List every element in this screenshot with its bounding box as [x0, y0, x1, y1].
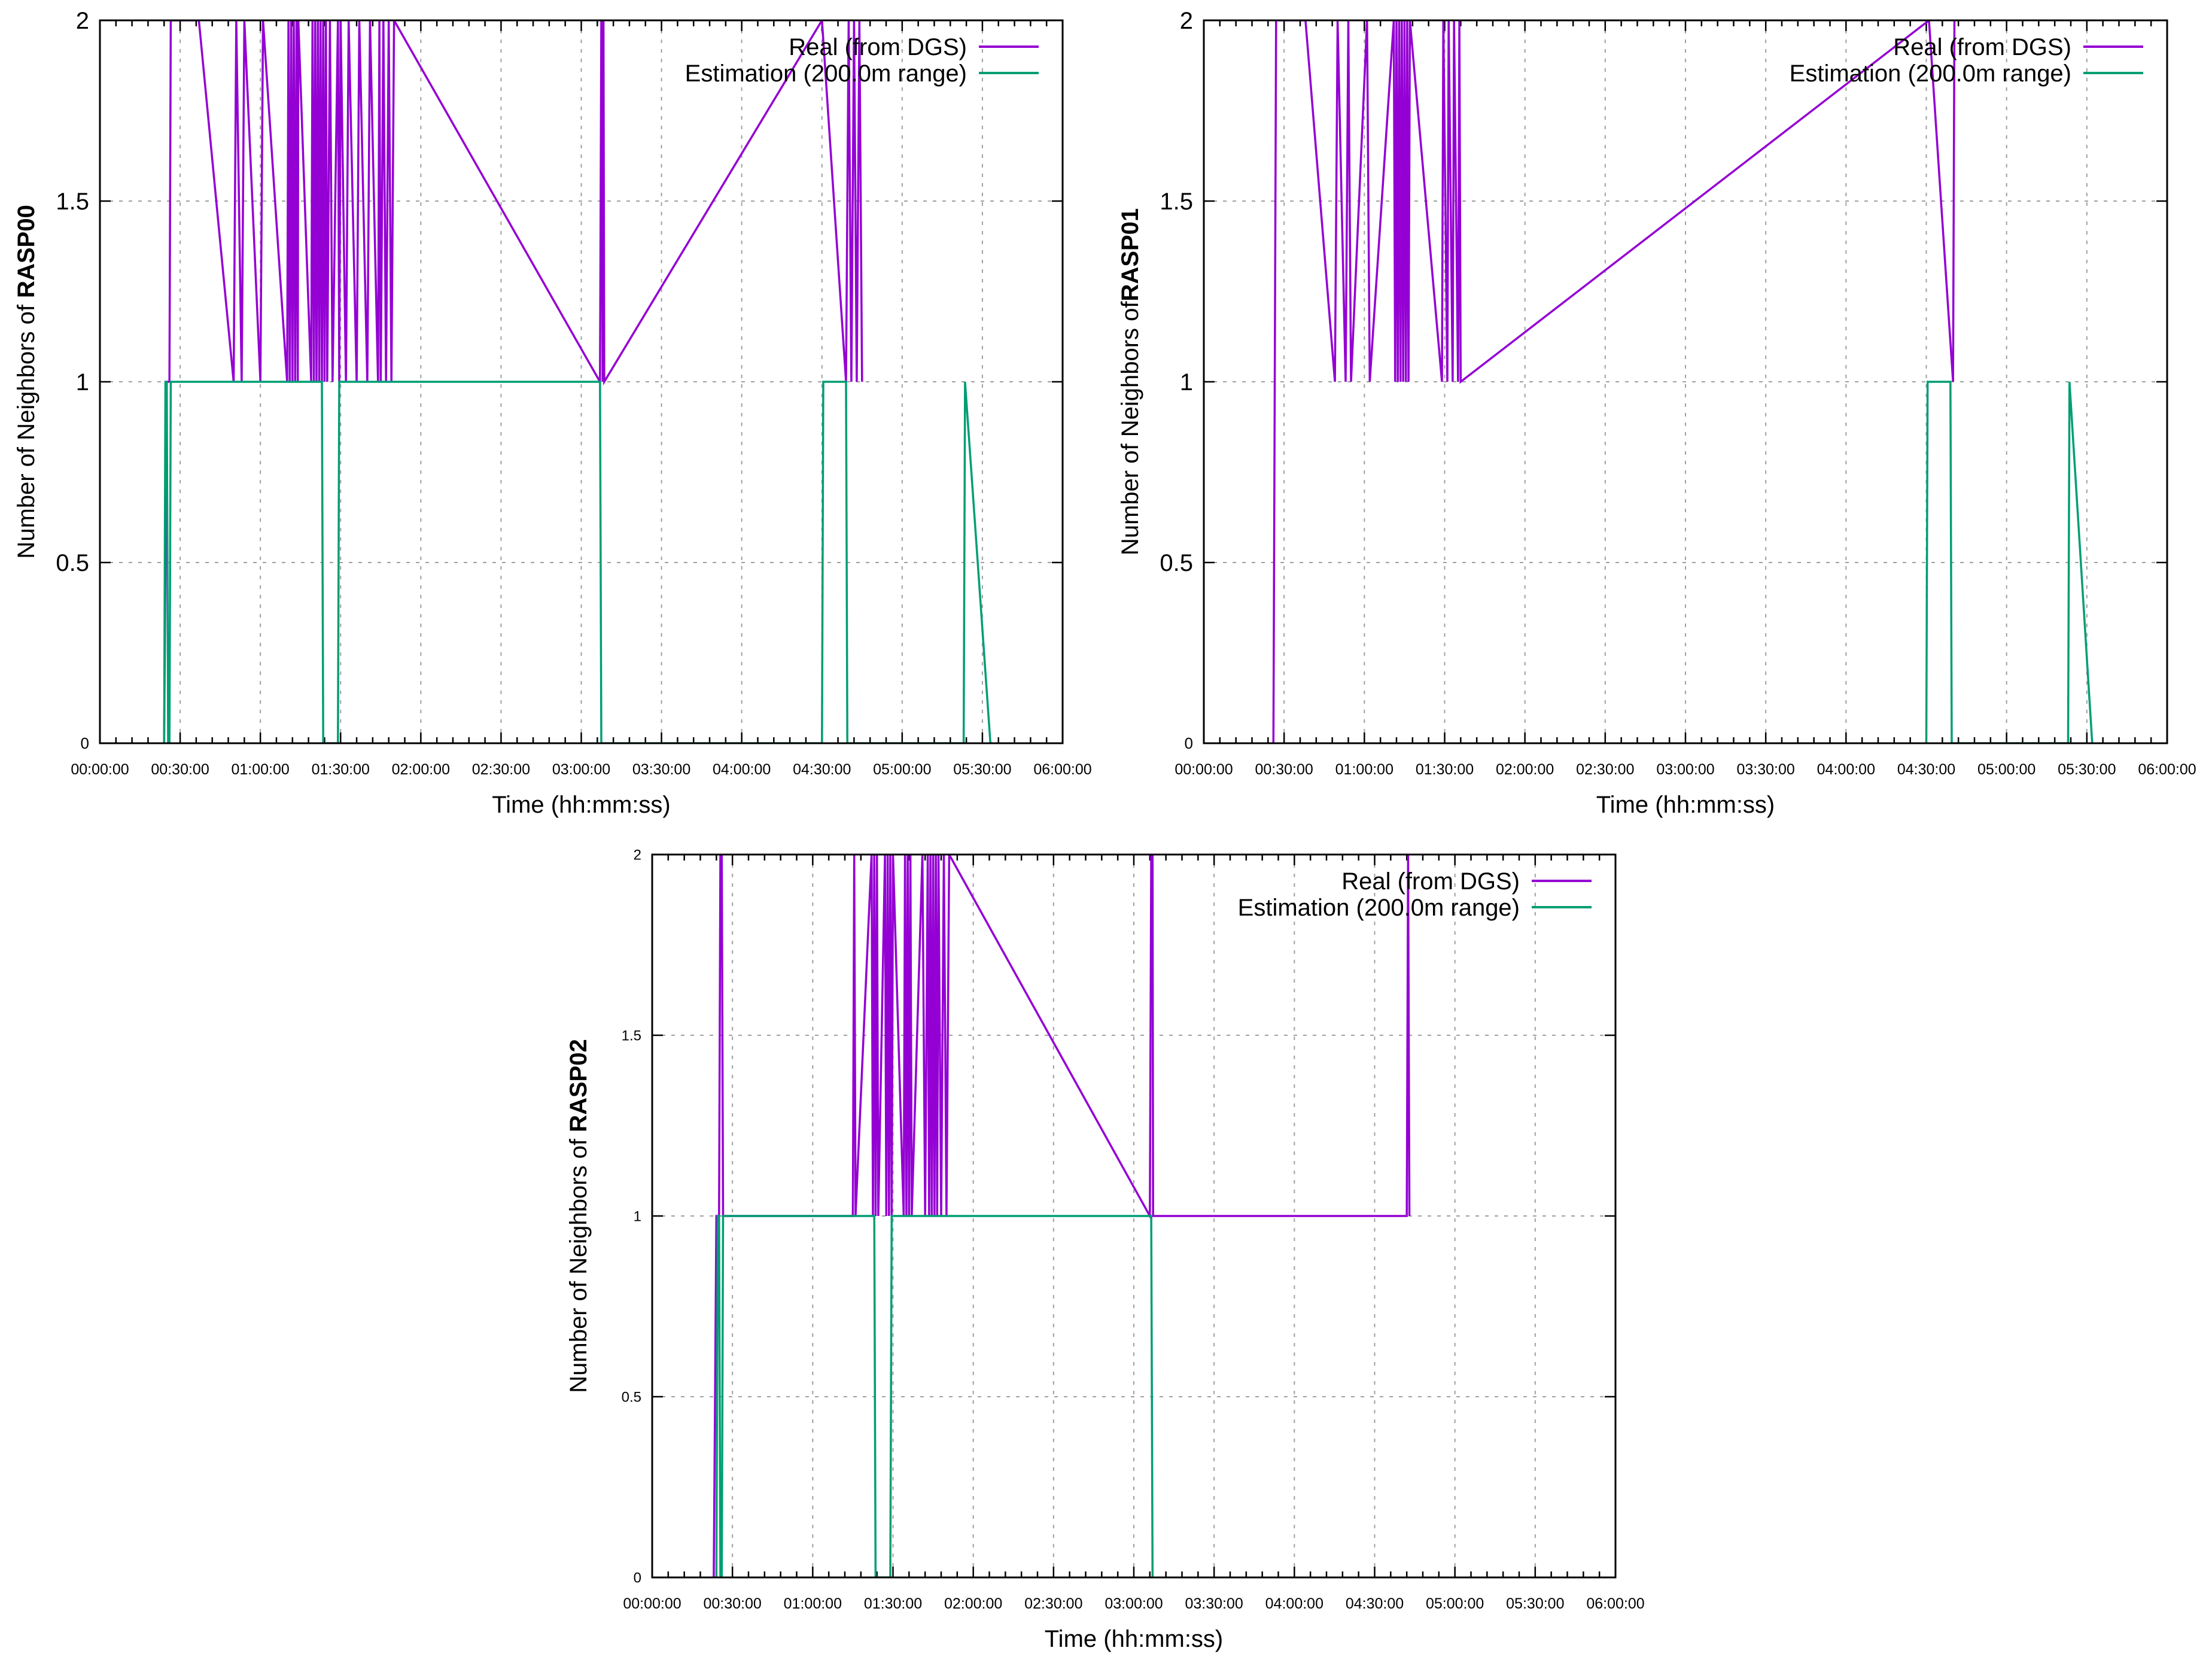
- x-tick-label: 02:00:00: [1496, 761, 1554, 778]
- y-tick-label: 2: [76, 8, 89, 34]
- series-line-estimation: [715, 1215, 1154, 1577]
- x-tick-label: 01:00:00: [784, 1595, 842, 1612]
- x-tick-label: 05:00:00: [1977, 761, 2035, 778]
- plot-frame: [651, 853, 1617, 1579]
- y-tick-label: 0: [81, 734, 89, 752]
- x-tick-label: 06:00:00: [1033, 761, 1091, 778]
- chart-panel-rasp01: 00:00:00 00:30:00 01:00:00 01:30:00 02:00:00…: [1117, 8, 2196, 818]
- y-tick-label: 0: [634, 1570, 641, 1586]
- x-tick-label: 02:00:00: [392, 761, 450, 778]
- y-axis-title-node: RASP00: [13, 205, 39, 298]
- y-tick-label: 0: [1185, 734, 1193, 752]
- x-axis-title: Time (hh:mm:ss): [1045, 1626, 1224, 1652]
- x-tick-label: 00:00:00: [623, 1595, 681, 1612]
- x-tick-label: 00:00:00: [71, 761, 129, 778]
- x-tick-label: 03:00:00: [552, 761, 610, 778]
- chart-panel-rasp00: 00:00:00 00:30:00 01:00:00 01:30:00 02:00:00…: [13, 8, 1092, 818]
- x-tick-label: 02:30:00: [1024, 1595, 1082, 1612]
- series-line-real: [1272, 20, 1956, 743]
- y-axis-title-prefix: Number of Neighbors of: [13, 298, 39, 559]
- y-tick-label: 1.5: [622, 1027, 641, 1044]
- y-axis-title-prefix: Number of Neighbors of: [1117, 301, 1143, 556]
- x-tick-label: 03:30:00: [632, 761, 690, 778]
- x-tick-label: 01:30:00: [312, 761, 370, 778]
- x-tick-label: 04:30:00: [1897, 761, 1955, 778]
- series-line-estimation: [163, 381, 992, 743]
- plot-frame: [99, 19, 1064, 744]
- y-tick-label: 1: [76, 369, 89, 396]
- y-tick-label: 2: [1180, 8, 1193, 34]
- x-tick-label: 05:00:00: [1426, 1595, 1484, 1612]
- x-tick-label: 03:30:00: [1737, 761, 1795, 778]
- y-tick-label: 0.5: [1160, 550, 1193, 576]
- y-tick-label: 1.5: [56, 189, 89, 215]
- series-line-real: [713, 855, 1411, 1577]
- x-tick-label: 01:30:00: [1416, 761, 1474, 778]
- legend-label: Real (from DGS): [1341, 868, 1520, 895]
- x-tick-label: 05:30:00: [1506, 1595, 1564, 1612]
- x-tick-label: 04:30:00: [1346, 1595, 1404, 1612]
- y-axis-title-node: RASP01: [1117, 208, 1143, 302]
- x-tick-label: 00:30:00: [151, 761, 209, 778]
- x-tick-label: 01:00:00: [232, 761, 290, 778]
- y-tick-label: 1.5: [1160, 189, 1193, 215]
- x-tick-label: 02:30:00: [472, 761, 530, 778]
- legend-label: Real (from DGS): [789, 34, 967, 60]
- x-axis-title: Time (hh:mm:ss): [1596, 792, 1775, 818]
- x-tick-label: 01:00:00: [1335, 761, 1393, 778]
- x-tick-label: 02:00:00: [944, 1595, 1002, 1612]
- x-tick-label: 03:30:00: [1185, 1595, 1243, 1612]
- x-tick-label: 02:30:00: [1576, 761, 1634, 778]
- legend-label: Real (from DGS): [1893, 34, 2071, 60]
- y-axis-title-prefix: Number of Neighbors of: [565, 1132, 592, 1393]
- x-tick-label: 05:30:00: [2058, 761, 2116, 778]
- y-axis-title: Number of Neighbors of RASP00: [13, 205, 39, 558]
- x-tick-label: 00:30:00: [704, 1595, 762, 1612]
- x-tick-label: 05:30:00: [953, 761, 1011, 778]
- y-tick-label: 1: [634, 1208, 641, 1224]
- x-tick-label: 05:00:00: [873, 761, 931, 778]
- x-axis-title: Time (hh:mm:ss): [492, 792, 671, 818]
- legend-label: Estimation (200.0m range): [685, 60, 967, 87]
- y-axis-title: Number of Neighbors ofRASP01: [1117, 208, 1143, 555]
- x-tick-label: 00:30:00: [1255, 761, 1313, 778]
- x-tick-label: 01:30:00: [864, 1595, 922, 1612]
- y-tick-label: 0.5: [56, 550, 89, 576]
- y-tick-label: 0.5: [622, 1389, 641, 1405]
- x-tick-label: 00:00:00: [1175, 761, 1233, 778]
- y-tick-label: 1: [1180, 369, 1193, 396]
- y-axis-title-node: RASP02: [565, 1039, 592, 1132]
- y-tick-label: 2: [634, 847, 641, 863]
- x-tick-label: 03:00:00: [1656, 761, 1714, 778]
- x-tick-label: 03:00:00: [1105, 1595, 1163, 1612]
- series-line-estimation: [1925, 381, 2094, 743]
- x-tick-label: 06:00:00: [2138, 761, 2196, 778]
- plot-frame: [1203, 19, 2168, 744]
- x-tick-label: 04:30:00: [793, 761, 851, 778]
- y-axis-title: Number of Neighbors of RASP02: [565, 1039, 592, 1393]
- legend-label: Estimation (200.0m range): [1790, 60, 2071, 87]
- x-tick-label: 04:00:00: [1265, 1595, 1323, 1612]
- chart-panel-rasp02: 00:00:00 00:30:00 01:00:00 01:30:00 02:00:00…: [565, 847, 1645, 1652]
- x-tick-label: 04:00:00: [713, 761, 771, 778]
- x-tick-label: 04:00:00: [1817, 761, 1875, 778]
- x-tick-label: 06:00:00: [1586, 1595, 1644, 1612]
- legend-label: Estimation (200.0m range): [1238, 895, 1520, 921]
